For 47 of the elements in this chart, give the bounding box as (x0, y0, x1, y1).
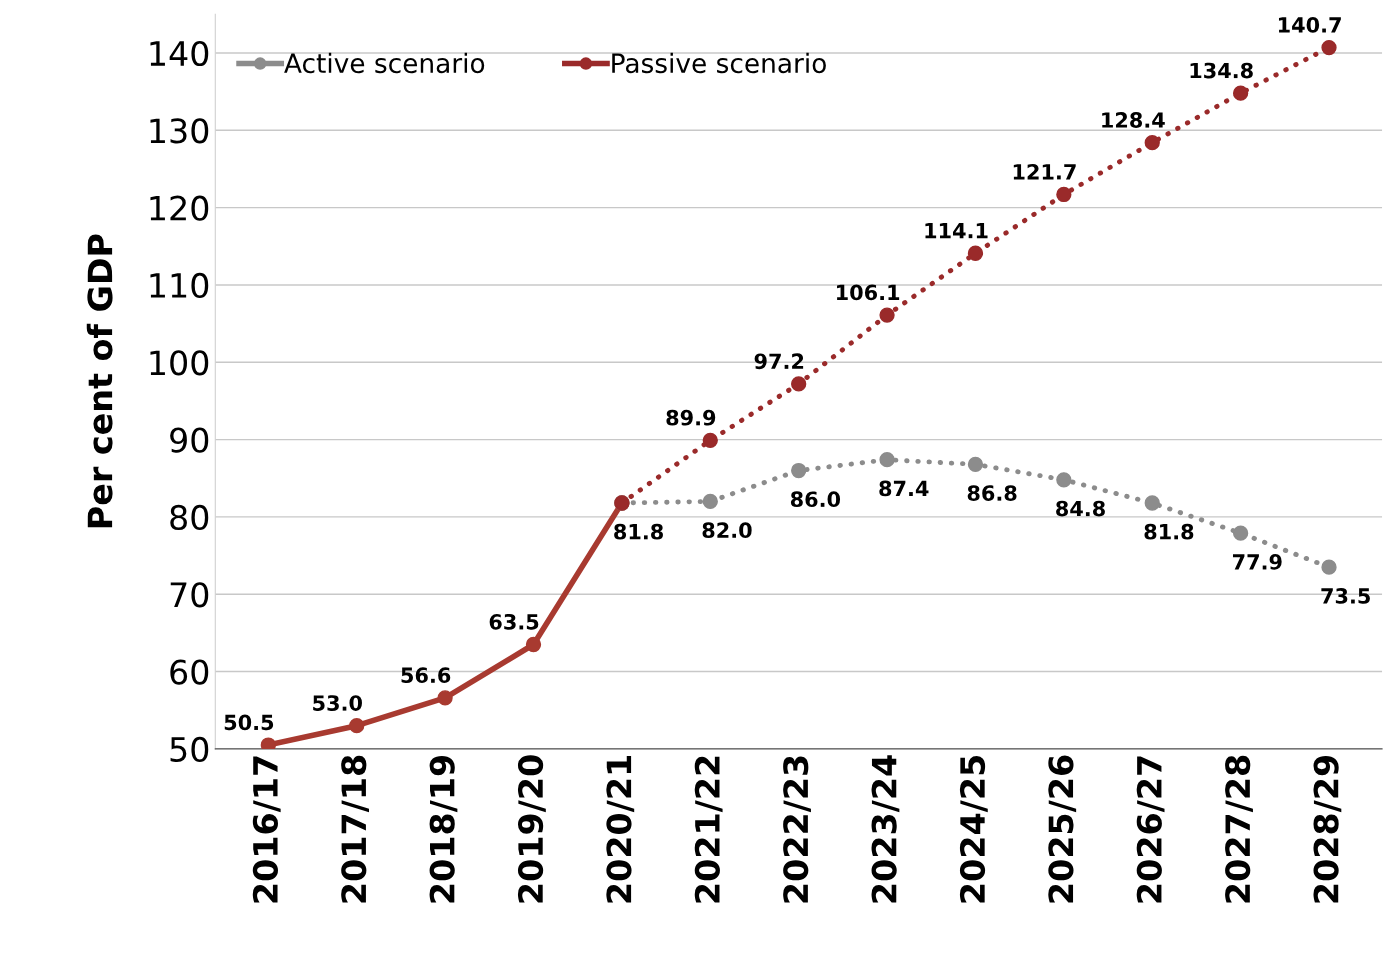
data-label: 114.1 (925, 222, 988, 239)
x-tick-label: 2025/26 (1048, 755, 1077, 903)
data-label: 97.2 (754, 353, 804, 370)
x-tick-label: 2022/23 (783, 756, 811, 903)
data-label: 63.5 (489, 613, 539, 630)
data-label: 73.5 (1321, 588, 1370, 604)
x-tick-label: 2021/22 (694, 756, 723, 903)
y-tick-label: 60 (170, 659, 209, 685)
y-tick-label: 80 (170, 504, 209, 531)
y-axis-title: Per cent of GDP (86, 234, 113, 528)
data-label: 82.0 (702, 522, 752, 539)
y-tick-label: 50 (170, 736, 209, 763)
x-tick-label: 2018/19 (429, 755, 458, 903)
x-tick-label: 2027/28 (1225, 755, 1253, 903)
data-label: 121.7 (1013, 163, 1076, 180)
data-label: 128.4 (1102, 112, 1165, 128)
data-label: 53.0 (313, 695, 362, 711)
x-tick-label: 2019/20 (517, 755, 546, 903)
x-tick-label: 2024/25 (959, 756, 988, 903)
data-label: 81.8 (614, 523, 663, 540)
data-label: 56.6 (401, 667, 451, 684)
x-tick-label: 2017/18 (341, 755, 370, 903)
data-label: 86.8 (967, 485, 1017, 501)
data-label: 77.9 (1232, 554, 1282, 570)
x-tick-label: 2026/27 (1136, 756, 1165, 903)
x-tick-label: 2023/24 (871, 755, 900, 903)
x-tick-label: 2020/21 (606, 756, 635, 903)
data-label: 140.7 (1278, 17, 1341, 33)
legend-label: Active scenario (284, 52, 485, 74)
y-tick-label: 130 (150, 118, 209, 144)
data-label: 134.8 (1190, 62, 1253, 79)
data-label: 50.5 (224, 714, 274, 731)
data-label: 106.1 (837, 284, 900, 301)
y-tick-label: 90 (170, 427, 209, 453)
x-tick-label: 2016/17 (252, 756, 281, 903)
data-label: 84.8 (1056, 500, 1105, 517)
data-label: 89.9 (666, 409, 716, 426)
legend-label: Passive scenario (612, 52, 826, 74)
y-tick-label: 140 (150, 40, 209, 67)
data-label: 87.4 (879, 480, 929, 497)
y-tick-label: 70 (170, 582, 209, 608)
x-tick-label: 2028/29 (1313, 755, 1342, 903)
y-tick-label: 110 (150, 272, 209, 299)
y-tick-label: 100 (150, 350, 209, 376)
data-label: 81.8 (1144, 523, 1194, 540)
data-label: 86.0 (790, 491, 841, 508)
y-tick-label: 120 (150, 195, 209, 221)
